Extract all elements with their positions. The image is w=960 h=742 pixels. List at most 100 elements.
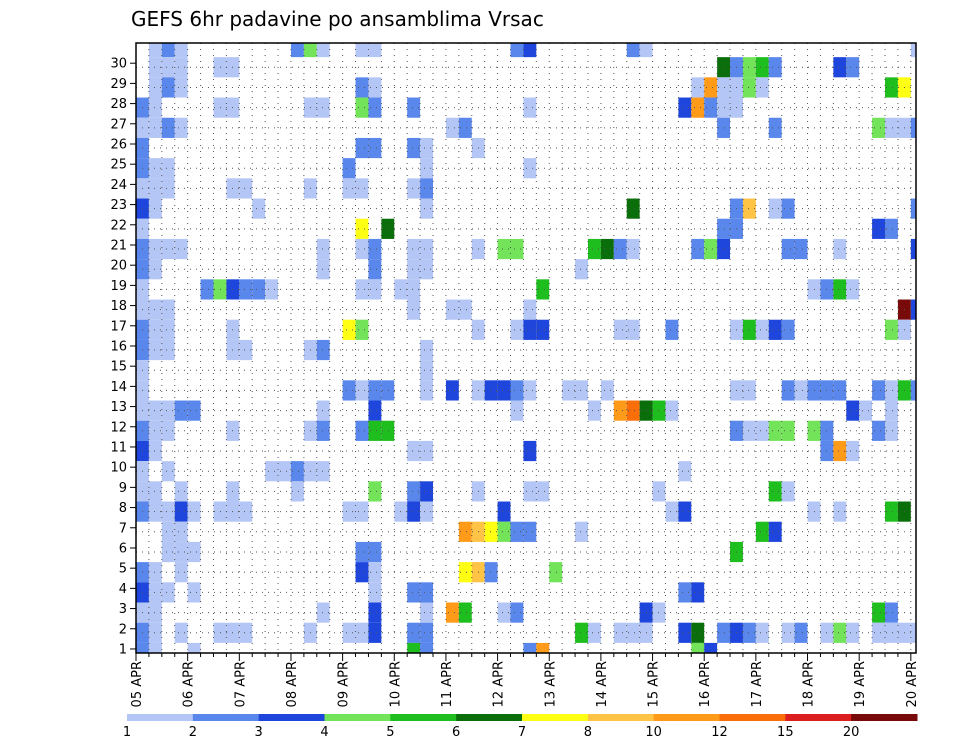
heatmap-cell: [368, 400, 382, 421]
heatmap-cell: [316, 339, 330, 361]
heatmap-cell: [626, 238, 640, 260]
heatmap-cell: [355, 541, 369, 563]
heatmap-cell: [407, 259, 421, 280]
heatmap-cell: [885, 501, 898, 522]
heatmap-cell: [458, 562, 472, 583]
heatmap-cell: [523, 380, 537, 401]
x-tick-label: 05 APR: [130, 661, 145, 707]
heatmap-cell: [691, 582, 705, 603]
y-tick-label: 16: [110, 339, 127, 354]
heatmap-cell: [355, 238, 369, 260]
heatmap-cell: [174, 501, 188, 522]
heatmap-cell: [742, 198, 756, 219]
heatmap-cell: [148, 77, 162, 98]
heatmap-cell: [355, 218, 369, 239]
y-tick-label: 12: [110, 420, 127, 435]
heatmap-cell: [768, 57, 782, 78]
heatmap-cell: [174, 43, 188, 58]
heatmap-cell: [148, 198, 162, 219]
heatmap-cell: [768, 521, 782, 542]
x-tick-label: 15 APR: [647, 661, 662, 707]
heatmap-cell: [381, 218, 395, 239]
heatmap-cell: [445, 380, 459, 401]
heatmap-cell: [407, 481, 421, 502]
heatmap-cell: [910, 238, 916, 260]
heatmap-cell: [833, 622, 847, 643]
heatmap-cell: [768, 481, 782, 502]
colorbar-swatch: [390, 714, 457, 721]
heatmap-cell: [575, 622, 588, 643]
x-tick-label: 12 APR: [492, 661, 507, 707]
heatmap-cell: [523, 521, 537, 542]
colorbar-label: 5: [386, 725, 394, 740]
heatmap-cell: [626, 43, 640, 58]
heatmap-cell: [458, 602, 472, 623]
heatmap-cell: [678, 622, 692, 643]
heatmap-cell: [420, 642, 434, 653]
heatmap-cell: [717, 97, 731, 118]
colorbar-swatch: [522, 714, 589, 721]
colorbar-swatch: [587, 714, 655, 721]
heatmap-cell: [148, 259, 162, 280]
heatmap-cell: [626, 400, 640, 421]
heatmap-cell: [781, 481, 795, 502]
heatmap-cell: [355, 380, 369, 401]
heatmap-cell: [781, 198, 795, 219]
y-tick-label: 30: [110, 57, 127, 72]
heatmap-cell: [742, 420, 756, 441]
x-axis-ticks: 05 APR 06 APR 07 APR 08 APR 09 APR 10 APR 11 A…: [130, 653, 920, 707]
heatmap-cell: [148, 178, 162, 199]
heatmap-cell: [213, 57, 227, 78]
heatmap-cell: [407, 178, 421, 199]
heatmap-cell: [445, 117, 459, 138]
heatmap-cell: [368, 562, 382, 583]
heatmap-cell: [846, 440, 860, 462]
heatmap-cell: [910, 622, 916, 643]
y-tick-label: 26: [110, 137, 127, 152]
colorbar-swatch: [127, 714, 194, 721]
heatmap-cell: [174, 562, 188, 583]
heatmap-cell: [626, 622, 640, 643]
heatmap-cell: [407, 622, 421, 643]
colorbar-label: 20: [843, 725, 860, 740]
y-tick-label: 28: [110, 97, 127, 112]
heatmap-cell: [704, 77, 718, 98]
heatmap-cell: [407, 440, 421, 462]
heatmap-cell: [613, 400, 627, 421]
heatmap-cell: [678, 501, 692, 522]
colorbar-swatch: [653, 714, 720, 721]
heatmap-cell: [510, 238, 524, 260]
heatmap-cell: [368, 43, 382, 58]
heatmap-cell: [626, 319, 640, 340]
heatmap-cell: [174, 521, 188, 542]
heatmap-cell: [755, 622, 769, 643]
y-tick-label: 13: [110, 400, 127, 415]
heatmap-cell: [342, 622, 356, 643]
heatmap-cell: [420, 481, 434, 502]
heatmap-cell: [161, 541, 175, 563]
heatmap-cell: [846, 279, 860, 300]
heatmap-cell: [368, 380, 382, 401]
x-tick-label: 13 APR: [543, 661, 558, 707]
heatmap-cell: [691, 238, 705, 260]
heatmap-cell: [665, 400, 679, 421]
x-tick-label: 16 APR: [698, 661, 713, 707]
heatmap-cell: [704, 97, 718, 118]
colorbar-swatch: [851, 714, 918, 721]
heatmap-cell: [368, 541, 382, 563]
heatmap-cell: [846, 622, 860, 643]
y-tick-label: 8: [119, 501, 127, 516]
heatmap-cell: [910, 43, 916, 58]
heatmap-cell: [910, 380, 916, 401]
heatmap-cell: [872, 117, 885, 138]
x-tick-label: 06 APR: [182, 661, 197, 707]
heatmap-cell: [742, 380, 756, 401]
y-tick-label: 24: [110, 178, 127, 193]
plot-frame: [135, 42, 917, 654]
heatmap-cell: [587, 622, 601, 643]
heatmap-cell: [368, 420, 382, 441]
heatmap-cell: [807, 380, 821, 401]
colorbar-label: 10: [645, 725, 662, 740]
heatmap-cell: [420, 360, 434, 381]
heatmap-cell: [885, 420, 898, 441]
